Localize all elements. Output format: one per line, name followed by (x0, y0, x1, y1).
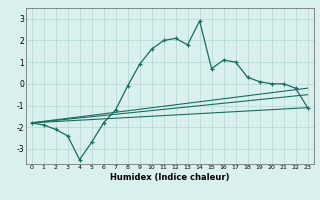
X-axis label: Humidex (Indice chaleur): Humidex (Indice chaleur) (110, 173, 229, 182)
